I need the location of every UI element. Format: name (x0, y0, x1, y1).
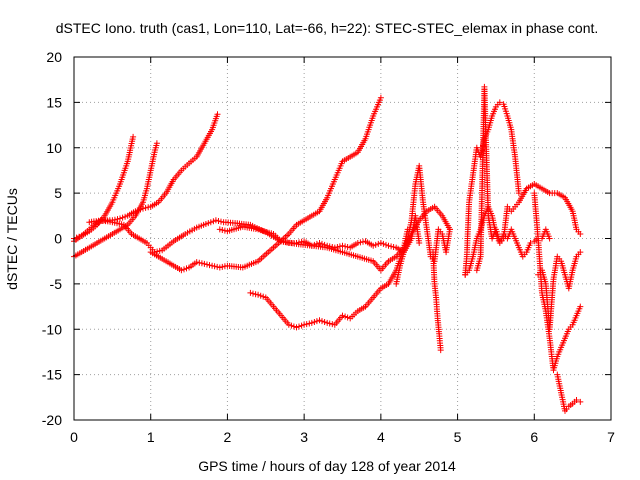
y-tick-label: 0 (54, 231, 62, 247)
x-tick-label: 1 (147, 429, 155, 445)
y-tick-label: -15 (42, 367, 62, 383)
data-point-trace (134, 207, 141, 214)
data-point (577, 231, 584, 237)
x-tick-label: 2 (224, 429, 232, 445)
data-point-trace (344, 244, 351, 250)
data-point (515, 190, 522, 197)
y-tick-label: 20 (46, 49, 62, 65)
ticks-layer: 0 1 2 3 4 5 6 7 -20 -15 -10 -5 0 5 10 15 20 (42, 49, 615, 445)
data-point (339, 312, 346, 319)
data-point (496, 99, 503, 106)
x-tick-label: 7 (607, 429, 615, 445)
data-point (331, 244, 338, 251)
y-tick-label: -10 (42, 321, 62, 337)
data-point (354, 240, 361, 246)
data-point-trace (372, 241, 379, 248)
data-point-trace (319, 240, 325, 247)
data-point-trace (336, 243, 343, 250)
data-point-trace (218, 218, 224, 225)
data-point (308, 242, 315, 249)
data-point (117, 215, 123, 222)
data-point (153, 140, 160, 147)
data-point-trace (326, 320, 333, 327)
data-point (285, 321, 292, 328)
data-point (212, 217, 219, 224)
data-point (255, 291, 262, 298)
data-point (446, 226, 453, 233)
data-point-trace (303, 321, 310, 328)
data-point (140, 205, 146, 212)
data-point-trace (219, 227, 226, 233)
data-point (437, 347, 444, 354)
data-point (301, 321, 308, 328)
data-point-trace (260, 293, 267, 300)
data-point (247, 289, 254, 296)
data-point (416, 240, 423, 246)
data-point (546, 235, 553, 242)
y-tick-label: -20 (42, 412, 62, 428)
data-point-trace (321, 241, 328, 248)
chart-title: dSTEC Iono. truth (cas1, Lon=110, Lat=-6… (56, 20, 599, 36)
data-point-trace (290, 323, 297, 330)
data-point (308, 319, 315, 326)
x-tick-label: 4 (377, 429, 385, 445)
x-axis-label: GPS time / hours of day 128 of year 2014 (198, 458, 456, 474)
data-point-trace (250, 290, 256, 297)
data-point (214, 111, 221, 118)
data-point-trace (380, 240, 387, 247)
x-tick-label: 3 (300, 429, 308, 445)
y-tick-label: -5 (50, 276, 63, 292)
data-point-trace (296, 239, 302, 246)
data-point (577, 303, 584, 310)
data-point-trace (321, 319, 328, 325)
data-point (527, 240, 534, 246)
data-point (577, 249, 584, 256)
data-point-trace (207, 219, 214, 226)
data-point-trace (283, 239, 290, 246)
data-point-trace (326, 243, 333, 250)
data-point-trace (142, 204, 149, 211)
data-point (577, 398, 584, 405)
y-tick-label: 10 (46, 140, 62, 156)
data-point (385, 242, 392, 249)
data-point (339, 242, 346, 249)
data-point (377, 94, 384, 101)
grid-layer (74, 57, 611, 420)
data-point (278, 238, 285, 245)
data-point-trace (183, 265, 190, 272)
y-axis-label: dSTEC / TECUs (4, 188, 20, 290)
plot-frame (73, 56, 612, 421)
data-point (178, 267, 185, 274)
data-point (193, 259, 200, 266)
data-point-trace (390, 244, 397, 250)
data-point-trace (344, 314, 351, 321)
x-tick-label: 0 (70, 429, 78, 445)
data-point-trace (211, 263, 218, 270)
y-tick-label: 15 (46, 94, 62, 110)
points-layer (71, 83, 584, 414)
data-point (130, 133, 137, 140)
data-point-trace (313, 240, 320, 247)
x-tick-label: 6 (530, 429, 538, 445)
data-point (573, 397, 580, 403)
data-point (201, 260, 208, 267)
y-tick-label: 5 (54, 185, 62, 201)
data-point-trace (319, 318, 325, 325)
data-point-trace (196, 259, 203, 266)
data-point-trace (313, 318, 320, 325)
data-point-trace (206, 262, 213, 269)
data-point-trace (219, 263, 226, 270)
data-point-trace (214, 263, 221, 270)
data-point-trace (296, 323, 302, 330)
data-point-trace (357, 239, 364, 246)
data-point-trace (122, 213, 129, 220)
x-tick-label: 5 (454, 429, 462, 445)
data-point-trace (375, 240, 382, 247)
